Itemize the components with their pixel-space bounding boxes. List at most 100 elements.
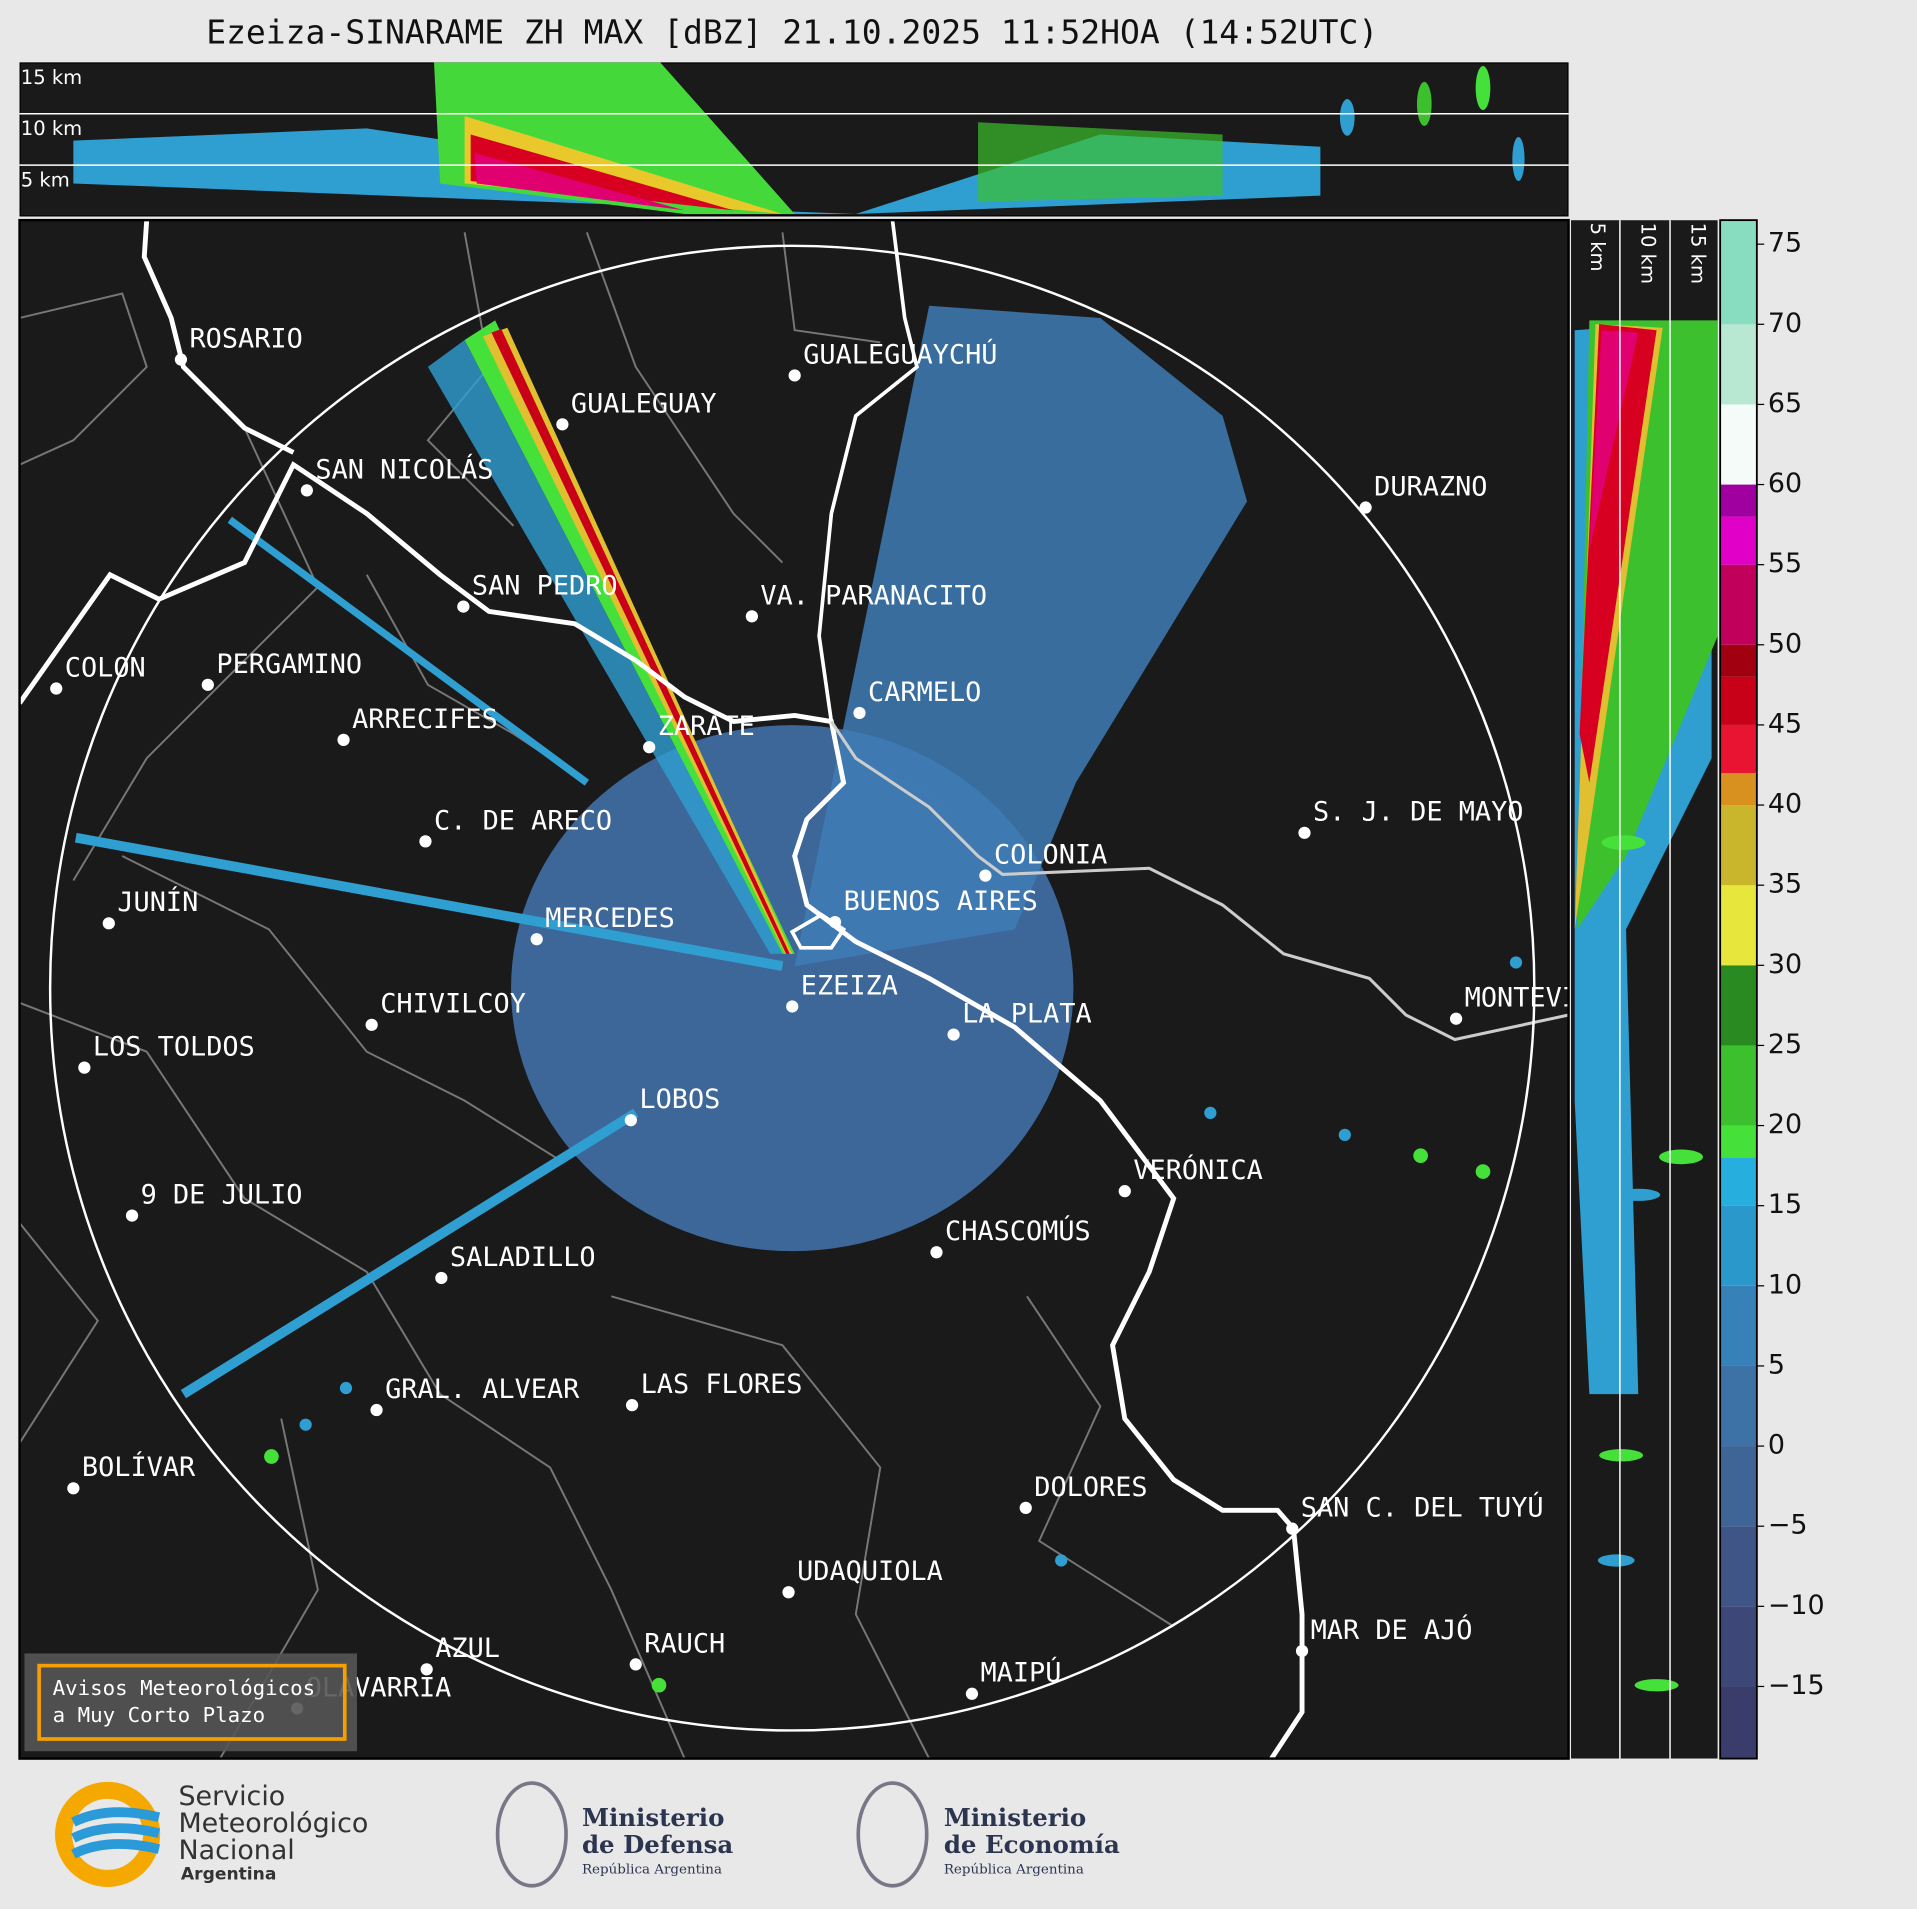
colorbar: −15 −10 −5 0 5 10 15 20 25 30 35 40 45 50 55 60 65 70 75: [1719, 219, 1825, 1760]
altitude-label: 5 km: [1586, 223, 1609, 272]
city-marker: [1286, 1522, 1299, 1535]
city-marker: [337, 733, 350, 746]
city-label: GUALEGUAYCHÚ: [803, 338, 997, 370]
top-section: 15 km 10 km 5 km: [19, 62, 1569, 217]
city-marker: [786, 1000, 799, 1013]
city-marker: [102, 917, 115, 930]
colorbar-bin: [1720, 965, 1757, 1046]
city-label: ROSARIO: [189, 323, 302, 354]
colorbar-bin: [1720, 644, 1757, 677]
colorbar-tick-label: 40: [1768, 789, 1802, 820]
altitude-label: 10 km: [1636, 223, 1659, 284]
colorbar-tick-label: −15: [1768, 1670, 1825, 1701]
city-label: DOLORES: [1034, 1472, 1147, 1503]
logo-text: República Argentina: [944, 1862, 1084, 1877]
city-marker: [979, 869, 992, 882]
colorbar-bin: [1720, 564, 1757, 645]
city-label: MONTEVIDEO: [1465, 983, 1627, 1014]
title: Ezeiza-SINARAME ZH MAX [dBZ] 21.10.2025 …: [206, 13, 1378, 52]
colorbar-frame: [1719, 219, 1758, 1760]
colorbar-bin: [1720, 1157, 1757, 1206]
city-marker: [370, 1403, 383, 1417]
colorbar-bin: [1720, 676, 1757, 725]
city-marker: [947, 1028, 960, 1041]
city-label: BOLÍVAR: [82, 1451, 196, 1483]
logos: Servicio Meteorológico Nacional Argentin…: [55, 1781, 1120, 1888]
city-marker: [745, 610, 758, 623]
city-marker: [201, 678, 214, 691]
city-marker: [530, 933, 543, 946]
colorbar-bin: [1720, 1606, 1757, 1687]
colorbar-bin: [1720, 220, 1757, 325]
city-label: LOS TOLDOS: [93, 1032, 255, 1063]
city-label: MAIPÚ: [981, 1657, 1062, 1689]
city-label: S. J. DE MAYO: [1313, 797, 1523, 828]
logo-text: de Defensa: [582, 1830, 733, 1859]
city-marker: [1019, 1501, 1032, 1514]
colorbar-bin: [1720, 1686, 1757, 1759]
colorbar-tick-label: 70: [1768, 308, 1802, 339]
city-marker: [50, 682, 63, 695]
city-marker: [420, 1663, 433, 1676]
city-label: CHASCOMÚS: [945, 1215, 1091, 1247]
city-label: CHIVILCOY: [380, 989, 526, 1020]
colorbar-bin: [1720, 516, 1757, 565]
city-marker: [629, 1658, 642, 1671]
city-marker: [1295, 1644, 1309, 1658]
colorbar-bin: [1720, 1365, 1757, 1447]
city-label: AZUL: [435, 1633, 500, 1664]
notice-text: a Muy Corto Plazo: [53, 1703, 266, 1727]
colorbar-bin: [1720, 885, 1757, 966]
city-label: SAN PEDRO: [472, 571, 618, 602]
city-label: ZARATE: [658, 711, 755, 742]
altitude-label: 15 km: [1686, 223, 1709, 284]
city-marker: [930, 1246, 943, 1259]
colorbar-tick-label: 45: [1768, 708, 1802, 739]
city-label: UDAQUIOLA: [797, 1556, 943, 1587]
city-label: VA. PARANACITO: [760, 580, 987, 611]
logo-text: Nacional: [178, 1835, 294, 1866]
city-label: SAN C. DEL TUYÚ: [1301, 1492, 1544, 1524]
colorbar-bin: [1720, 1526, 1757, 1607]
colorbar-tick-label: 25: [1768, 1029, 1802, 1060]
colorbar-bin: [1720, 1446, 1757, 1527]
notice-text: Avisos Meteorológicos: [53, 1676, 316, 1700]
logo-text: Ministerio: [582, 1803, 724, 1832]
map: ROSARIO GUALEGUAYCHÚ GUALEGUAY SAN NICOLÁS D…: [19, 220, 1627, 1759]
colorbar-bin: [1720, 1125, 1757, 1158]
city-label: LOBOS: [639, 1084, 720, 1115]
altitude-label: 5 km: [21, 168, 70, 191]
city-label: DURAZNO: [1374, 471, 1487, 502]
city-marker: [1449, 1012, 1463, 1025]
city-marker: [643, 741, 656, 754]
city-marker: [67, 1482, 80, 1495]
colorbar-tick-label: 60: [1768, 468, 1802, 499]
altitude-label: 15 km: [21, 66, 82, 89]
city-marker: [419, 835, 432, 848]
city-label: EZEIZA: [801, 970, 898, 1001]
city-marker: [457, 600, 470, 613]
colorbar-tick-label: 75: [1768, 228, 1802, 259]
city-label: LAS FLORES: [641, 1369, 803, 1400]
city-marker: [556, 418, 569, 431]
logo-text: de Economía: [944, 1830, 1120, 1859]
colorbar-tick-label: −5: [1768, 1510, 1808, 1541]
city-label: VERÓNICA: [1133, 1154, 1263, 1186]
city-marker: [1298, 826, 1311, 839]
city-marker: [365, 1018, 378, 1031]
city-label: GRAL. ALVEAR: [385, 1374, 580, 1405]
city-label: ARRECIFES: [352, 704, 498, 735]
colorbar-tick-label: 10: [1768, 1269, 1802, 1300]
colorbar-bin: [1720, 404, 1757, 485]
colorbar-tick-label: 50: [1768, 628, 1802, 659]
map-frame: [18, 218, 1570, 1760]
colorbar-tick-label: 20: [1768, 1109, 1802, 1140]
city-label: MAR DE AJÓ: [1311, 1614, 1473, 1646]
city-marker: [828, 915, 842, 929]
colorbar-tick-label: 5: [1768, 1349, 1785, 1380]
logo-text: Meteorológico: [178, 1808, 368, 1839]
colorbar-bin: [1720, 1285, 1757, 1366]
city-marker: [174, 353, 188, 366]
city-label: BUENOS AIRES: [844, 886, 1038, 917]
